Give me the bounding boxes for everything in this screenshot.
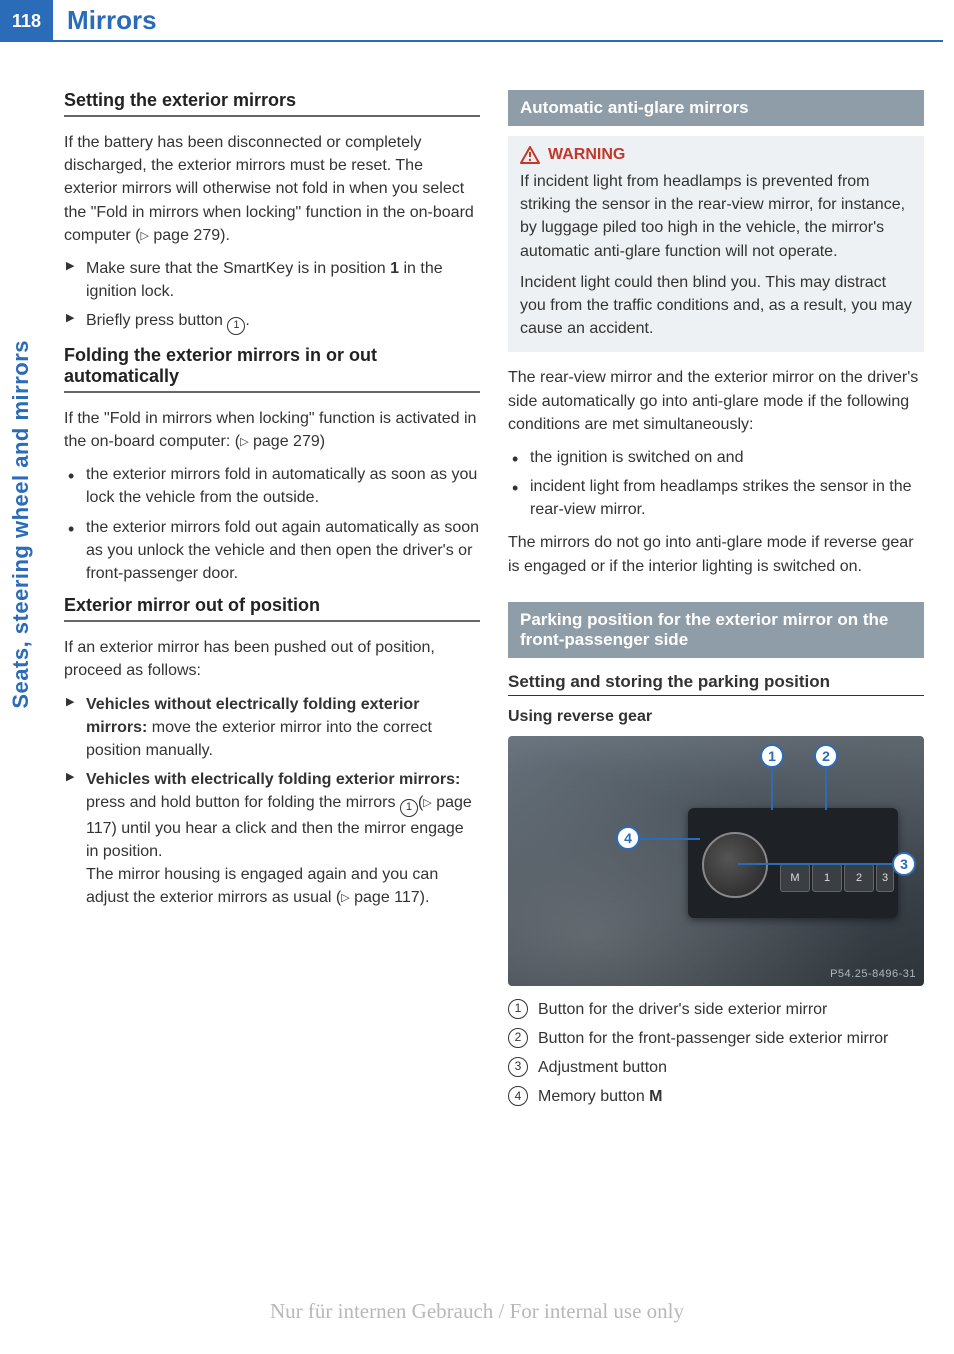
callout-circle-icon: 1 <box>400 799 418 817</box>
heading-folding-auto: Folding the exterior mirrors in or out a… <box>64 345 480 393</box>
subheading-setting-storing: Setting and storing the parking position <box>508 672 924 696</box>
callout-circle-icon: 1 <box>227 317 245 335</box>
section-bar-antiglare: Automatic anti-glare mirrors <box>508 90 924 126</box>
list-item: incident light from headlamps strikes th… <box>508 475 924 521</box>
legend-item: 2 Button for the front-passenger side ext… <box>508 1027 924 1050</box>
instruction-item: Briefly press button 1. <box>64 309 480 335</box>
callout-lead <box>738 863 892 865</box>
list-item: the ignition is switched on and <box>508 446 924 469</box>
page-ref: page 279). <box>149 227 230 244</box>
subheading-reverse-gear: Using reverse gear <box>508 708 924 726</box>
warning-text: Incident light could then blind you. Thi… <box>520 271 912 341</box>
legend-text: Button for the front-passenger side exte… <box>538 1030 888 1047</box>
legend-number-icon: 3 <box>508 1057 528 1077</box>
callout-lead <box>825 768 827 810</box>
ref-triangle-icon: ▷ <box>423 796 431 812</box>
instruction-item: Make sure that the SmartKey is in positi… <box>64 257 480 303</box>
bold: Vehicles with electrically folding exter… <box>86 771 460 788</box>
callout-lead <box>771 768 773 810</box>
memory-key-3: 3 <box>876 864 894 892</box>
legend-text: Memory button <box>538 1088 649 1105</box>
instruction-list: Vehicles without electrically folding ex… <box>64 693 480 910</box>
figure-callout-3: 3 <box>892 852 916 876</box>
page-ref: page 279) <box>249 433 326 450</box>
paragraph: If the "Fold in mirrors when locking" fu… <box>64 407 480 453</box>
list-item: the exterior mirrors fold out again auto… <box>64 516 480 586</box>
legend-number-icon: 1 <box>508 999 528 1019</box>
paragraph: If an exterior mirror has been pushed ou… <box>64 636 480 682</box>
figure-callout-1: 1 <box>760 744 784 768</box>
text: If the battery has been disconnected or … <box>64 134 474 244</box>
paragraph: If the battery has been disconnected or … <box>64 131 480 247</box>
heading-setting-mirrors: Setting the exterior mirrors <box>64 90 480 117</box>
legend-number-icon: 2 <box>508 1028 528 1048</box>
memory-key-2: 2 <box>844 864 874 892</box>
paragraph: The rear-view mirror and the exterior mi… <box>508 366 924 436</box>
warning-box: WARNING If incident light from headlamps… <box>508 136 924 352</box>
warning-label: WARNING <box>548 146 625 164</box>
legend-text: Adjustment button <box>538 1059 667 1076</box>
page-title: Mirrors <box>53 0 943 42</box>
memory-key-m: M <box>780 864 810 892</box>
legend-item: 3 Adjustment button <box>508 1056 924 1079</box>
figure-callout-2: 2 <box>814 744 838 768</box>
instruction-item: Vehicles without electrically folding ex… <box>64 693 480 763</box>
instruction-item: Vehicles with electrically folding exter… <box>64 768 480 909</box>
bold: M <box>649 1088 662 1105</box>
ref-triangle-icon: ▷ <box>240 435 248 451</box>
ref-triangle-icon: ▷ <box>341 891 349 907</box>
callout-lead <box>640 838 700 840</box>
content: Setting the exterior mirrors If the batt… <box>64 90 924 1115</box>
list-item: the exterior mirrors fold in automatical… <box>64 463 480 509</box>
figure-id: P54.25-8496-31 <box>830 968 916 980</box>
bullet-list: the exterior mirrors fold in automatical… <box>64 463 480 585</box>
right-column: Automatic anti-glare mirrors WARNING If … <box>508 90 924 1115</box>
warning-heading: WARNING <box>520 146 912 164</box>
warning-text: If incident light from headlamps is prev… <box>520 170 912 263</box>
figure-callout-4: 4 <box>616 826 640 850</box>
text: Briefly press button <box>86 312 227 329</box>
legend-item: 4 Memory button M <box>508 1085 924 1108</box>
text: press and hold button for folding the mi… <box>86 794 400 811</box>
page-ref: page 117). <box>350 889 430 906</box>
figure-legend: 1 Button for the driver's side exterior m… <box>508 998 924 1109</box>
instruction-list: Make sure that the SmartKey is in positi… <box>64 257 480 335</box>
bold: 1 <box>390 260 399 277</box>
text: . <box>245 312 249 329</box>
memory-key-1: 1 <box>812 864 842 892</box>
page-number: 118 <box>0 0 53 42</box>
legend-number-icon: 4 <box>508 1086 528 1106</box>
legend-item: 1 Button for the driver's side exterior m… <box>508 998 924 1021</box>
ref-triangle-icon: ▷ <box>140 229 148 245</box>
bullet-list: the ignition is switched on and incident… <box>508 446 924 522</box>
figure-mirror-controls: M 1 2 3 1 2 3 4 P54.25-8496-31 <box>508 736 924 986</box>
spacer <box>508 588 924 602</box>
paragraph: The mirrors do not go into anti-glare mo… <box>508 531 924 577</box>
left-column: Setting the exterior mirrors If the batt… <box>64 90 480 1115</box>
warning-triangle-icon <box>520 146 540 164</box>
side-tab: Seats, steering wheel and mirrors <box>8 340 34 709</box>
watermark: Nur für internen Gebrauch / For internal… <box>0 1299 954 1324</box>
text: Make sure that the SmartKey is in positi… <box>86 260 390 277</box>
legend-text: Button for the driver's side exterior mi… <box>538 1001 827 1018</box>
page-header: 118 Mirrors <box>0 0 954 42</box>
section-bar-parking: Parking position for the exterior mirror… <box>508 602 924 658</box>
heading-out-of-position: Exterior mirror out of position <box>64 595 480 622</box>
